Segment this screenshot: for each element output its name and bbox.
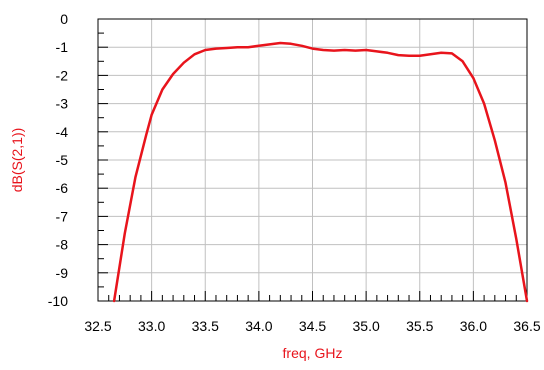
series-layer <box>112 41 529 303</box>
y-tick-label: -1 <box>56 39 69 55</box>
x-tick-labels: 32.5 33.0 33.5 34.0 34.5 35.0 35.5 36.0 36.5 <box>84 318 540 334</box>
y-tick-label: -9 <box>56 265 69 281</box>
x-tick-label: 35.5 <box>406 318 433 334</box>
y-tick-label: -5 <box>56 152 69 168</box>
y-tick-label: -10 <box>48 293 68 309</box>
tick-marks <box>97 18 528 302</box>
x-axis-title: freq, GHz <box>283 345 343 361</box>
series-line-s21 <box>112 41 529 303</box>
x-tick-label: 36.0 <box>460 318 487 334</box>
y-axis-title: dB(S(2,1)) <box>9 128 25 193</box>
y-tick-labels: 0 -1 -2 -3 -4 -5 -6 -7 -8 -9 -10 <box>48 11 68 309</box>
x-tick-label: 34.0 <box>245 318 272 334</box>
grid-layer <box>97 18 528 302</box>
y-tick-label: -4 <box>56 124 69 140</box>
x-tick-label: 33.5 <box>192 318 219 334</box>
y-tick-label: -6 <box>56 180 69 196</box>
x-tick-label: 36.5 <box>513 318 540 334</box>
y-tick-label: -8 <box>56 237 69 253</box>
x-tick-label: 33.0 <box>138 318 165 334</box>
x-tick-label: 34.5 <box>299 318 326 334</box>
x-tick-label: 35.0 <box>353 318 380 334</box>
y-tick-label: -2 <box>56 67 69 83</box>
y-tick-label: 0 <box>60 11 68 27</box>
y-tick-label: -7 <box>56 208 69 224</box>
x-tick-label: 32.5 <box>84 318 111 334</box>
y-tick-label: -3 <box>56 96 69 112</box>
